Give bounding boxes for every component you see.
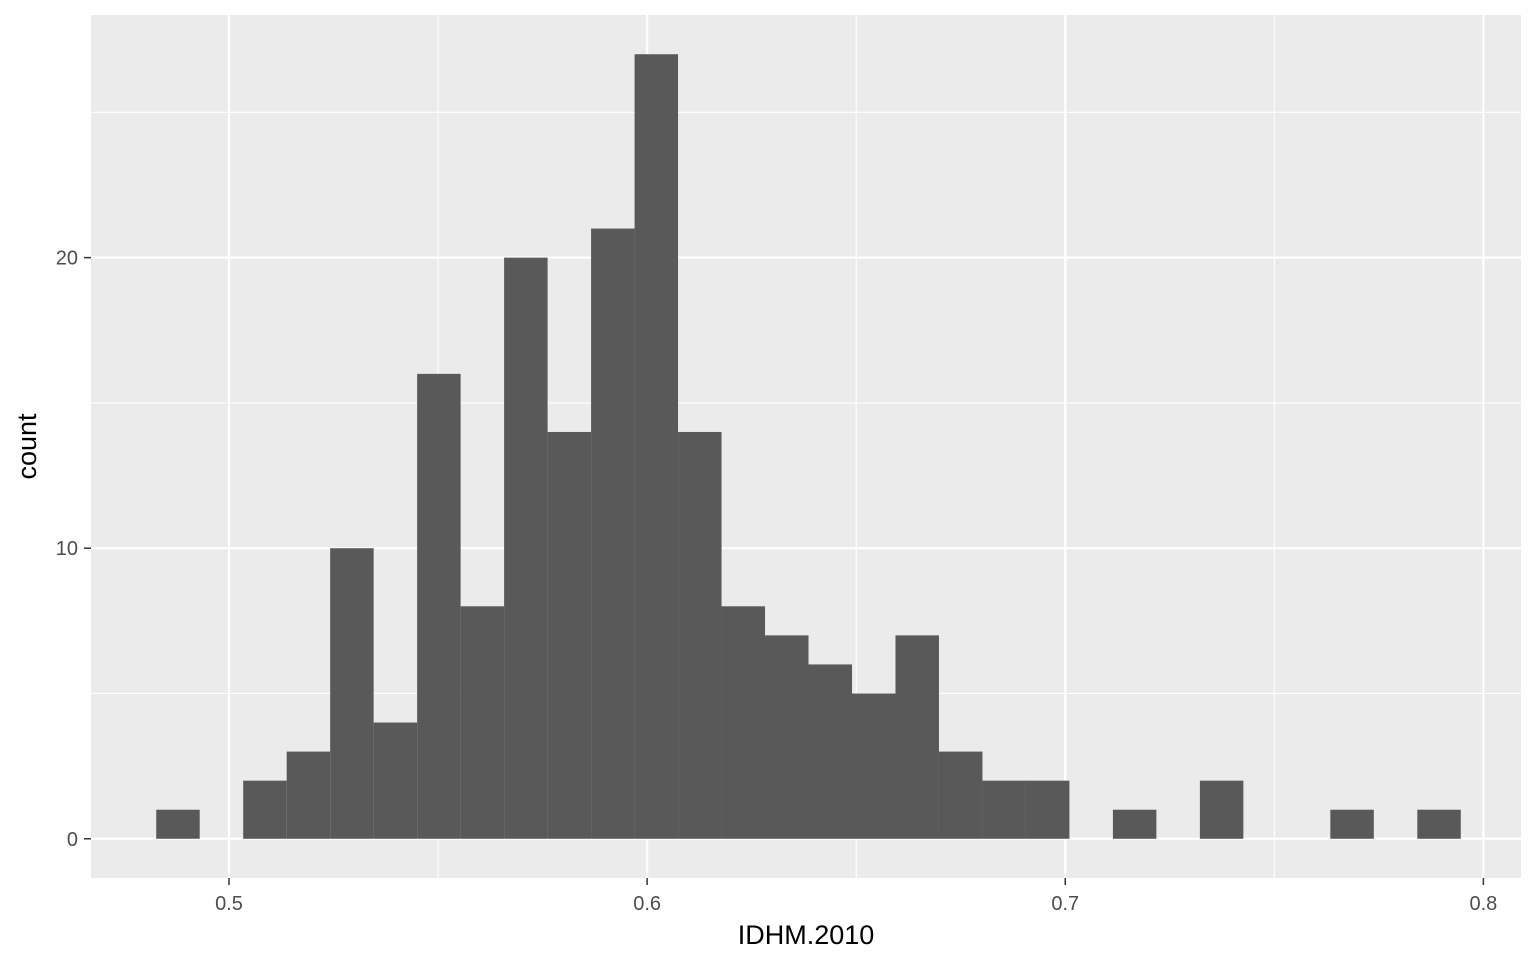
histogram-bar (808, 664, 852, 839)
histogram-bar (1417, 809, 1461, 839)
histogram-bar (678, 431, 722, 839)
x-axis-title: IDHM.2010 (738, 920, 875, 950)
y-axis-title: count (12, 413, 42, 480)
x-tick-label: 0.6 (633, 893, 661, 915)
histogram-bar (373, 722, 418, 839)
histogram-bar (1330, 809, 1374, 839)
histogram-bar (460, 606, 505, 839)
histogram-bar (634, 54, 679, 839)
histogram-bar (938, 751, 983, 839)
minor-gridlines (91, 15, 1521, 878)
y-tick-label: 10 (56, 538, 78, 560)
y-axis: 0 10 20 (56, 248, 91, 851)
histogram-bar (1025, 780, 1070, 839)
x-tick-label: 0.7 (1051, 893, 1079, 915)
histogram-bar (417, 373, 461, 839)
x-axis: 0.5 0.6 0.7 0.8 (215, 878, 1497, 915)
histogram-bar (243, 780, 287, 839)
histogram-bar (721, 606, 766, 839)
histogram-bars (156, 54, 1461, 839)
histogram-bar (765, 635, 809, 839)
histogram-bar (330, 548, 374, 839)
x-tick-label: 0.5 (215, 893, 243, 915)
x-tick-label: 0.8 (1469, 893, 1497, 915)
histogram-bar (156, 809, 200, 839)
histogram-bar (851, 693, 896, 839)
y-tick-label: 0 (67, 829, 78, 851)
histogram-bar (504, 257, 548, 839)
histogram-bar (286, 751, 331, 839)
histogram-bar (895, 635, 939, 839)
histogram-bar (591, 228, 635, 839)
y-tick-label: 20 (56, 248, 78, 270)
histogram-bar (1112, 809, 1157, 839)
histogram-bar (547, 431, 592, 839)
histogram-bar (982, 780, 1026, 839)
histogram-bar (1199, 780, 1244, 839)
